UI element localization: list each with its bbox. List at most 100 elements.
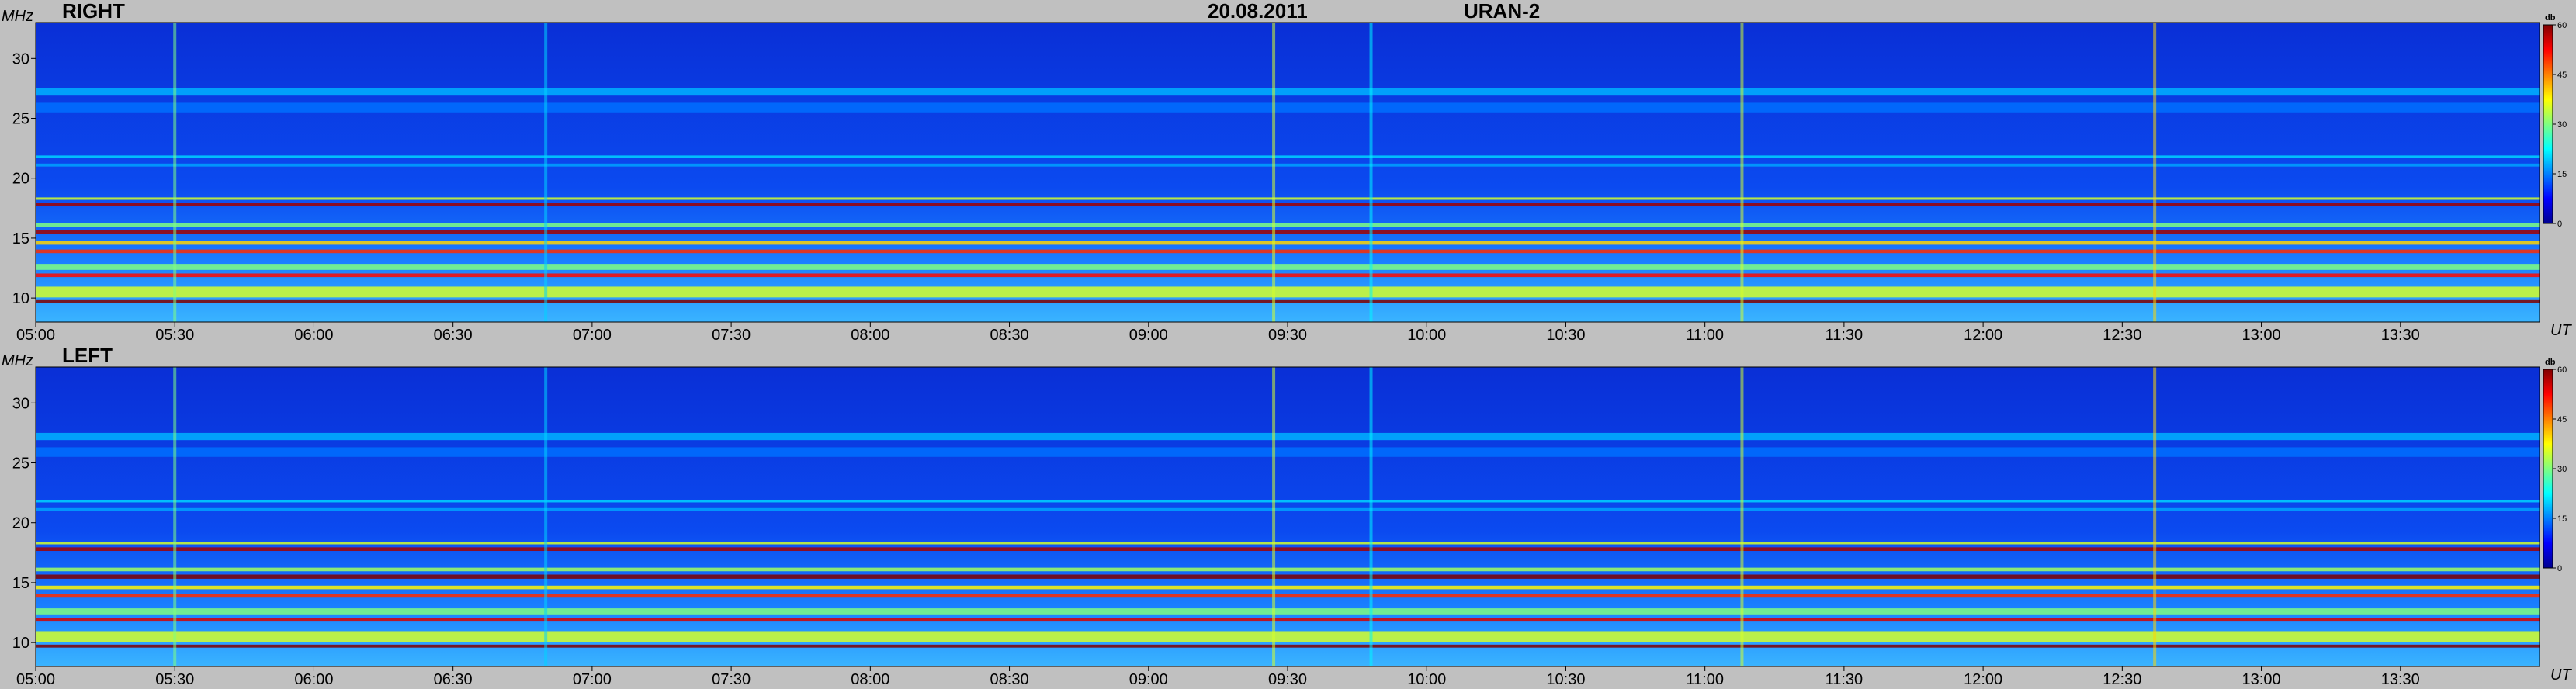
frequency-band [36, 644, 2540, 648]
x-tick-label: 11:00 [1686, 671, 1724, 688]
x-tick-label: 11:30 [1825, 327, 1864, 344]
burst-line [1369, 23, 1373, 322]
x-tick-label: 13:30 [2381, 327, 2420, 344]
x-axis-unit: UT [2550, 322, 2572, 339]
y-tick-label: 20 [12, 171, 29, 188]
x-tick-label: 05:30 [155, 327, 194, 344]
frequency-bands [36, 432, 2540, 648]
x-tick-label: 06:00 [294, 327, 333, 344]
frequency-bands [36, 88, 2540, 303]
frequency-band [36, 88, 2540, 96]
x-tick-label: 13:30 [2381, 671, 2420, 688]
y-tick-label: 10 [12, 290, 29, 307]
colorbar-tick-label: 45 [2557, 415, 2567, 424]
frequency-band [36, 241, 2540, 245]
frequency-band [36, 574, 2540, 579]
y-axis-ticks: 10 15 20 25 30 [12, 50, 36, 307]
colorbar-unit: db [2545, 13, 2556, 23]
frequency-band [36, 631, 2540, 642]
frequency-band [36, 197, 2540, 200]
panel-label: LEFT [62, 344, 113, 367]
burst-line [544, 367, 548, 666]
burst-line [1740, 367, 1744, 666]
instrument-title: URAN-2 [1464, 0, 1540, 23]
frequency-band [36, 547, 2540, 552]
frequency-band [36, 163, 2540, 167]
burst-line [1272, 367, 1276, 666]
x-tick-label: 09:00 [1129, 671, 1168, 688]
burst-line [173, 23, 177, 322]
y-tick-label: 25 [12, 455, 29, 473]
x-tick-label: 08:00 [851, 671, 889, 688]
colorbar-gradient [2543, 24, 2553, 224]
x-tick-label: 12:30 [2103, 327, 2141, 344]
x-tick-label: 06:30 [434, 671, 473, 688]
frequency-band [36, 500, 2540, 503]
x-tick-label: 09:30 [1268, 327, 1307, 344]
x-tick-label: 10:00 [1407, 327, 1446, 344]
x-tick-label: 07:00 [573, 671, 612, 688]
burst-line [2153, 367, 2157, 666]
y-axis-unit: MHz [2, 352, 33, 369]
frequency-band [36, 299, 2540, 303]
x-tick-label: 08:30 [990, 671, 1029, 688]
frequency-band [36, 507, 2540, 511]
burst-line [2153, 23, 2157, 322]
frequency-band [36, 155, 2540, 158]
colorbar-tick-label: 60 [2557, 21, 2567, 30]
burst-line [1272, 23, 1276, 322]
x-tick-label: 12:00 [1964, 671, 2002, 688]
y-tick-label: 15 [12, 575, 29, 592]
colorbar-tick-label: 15 [2557, 170, 2567, 179]
colorbar-tick-label: 0 [2557, 564, 2562, 573]
y-tick-label: 25 [12, 111, 29, 128]
x-tick-label: 12:30 [2103, 671, 2141, 688]
x-tick-label: 10:30 [1546, 671, 1585, 688]
x-tick-label: 12:00 [1964, 327, 2002, 344]
x-axis-ticks: 05:00 05:30 06:00 06:30 07:00 07:30 08:00 08:30… [16, 666, 2420, 688]
plot-area [36, 23, 2540, 322]
colorbar-unit: db [2545, 358, 2556, 367]
y-tick-label: 15 [12, 230, 29, 248]
frequency-band [36, 249, 2540, 254]
frequency-band [36, 594, 2540, 598]
frequency-band [36, 230, 2540, 234]
frequency-band [36, 447, 2540, 457]
x-axis-ticks: 05:00 05:30 06:00 06:30 07:00 07:30 08:00 08:30… [16, 322, 2420, 344]
frequency-band [36, 567, 2540, 572]
y-tick-label: 10 [12, 635, 29, 652]
colorbar-tick-label: 45 [2557, 71, 2567, 80]
frequency-band [36, 608, 2540, 615]
frequency-band [36, 264, 2540, 270]
frequency-band [36, 432, 2540, 441]
colorbar-ticks: 0 15 30 45 60 [2553, 21, 2567, 229]
x-tick-label: 10:30 [1546, 327, 1585, 344]
frequency-band [36, 585, 2540, 590]
x-tick-label: 07:00 [573, 327, 612, 344]
x-tick-label: 07:30 [712, 671, 751, 688]
colorbar-tick-label: 60 [2557, 365, 2567, 375]
burst-line [544, 23, 548, 322]
y-tick-label: 20 [12, 515, 29, 532]
frequency-band [36, 223, 2540, 227]
x-tick-label: 06:30 [434, 327, 473, 344]
colorbar: db 0 15 30 45 60 [2543, 13, 2567, 229]
burst-line [1740, 23, 1744, 322]
x-tick-label: 08:00 [851, 327, 889, 344]
x-tick-label: 11:00 [1686, 327, 1724, 344]
colorbar-tick-label: 30 [2557, 120, 2567, 130]
panel-label: RIGHT [62, 0, 125, 23]
x-tick-label: 09:00 [1129, 327, 1168, 344]
x-tick-label: 08:30 [990, 327, 1029, 344]
x-axis-unit: UT [2550, 666, 2572, 684]
time-bursts [173, 367, 2157, 666]
x-tick-label: 06:00 [294, 671, 333, 688]
x-tick-label: 09:30 [1268, 671, 1307, 688]
time-bursts [173, 23, 2157, 322]
x-tick-label: 10:00 [1407, 671, 1446, 688]
frequency-band [36, 618, 2540, 622]
x-tick-label: 13:00 [2242, 671, 2281, 688]
